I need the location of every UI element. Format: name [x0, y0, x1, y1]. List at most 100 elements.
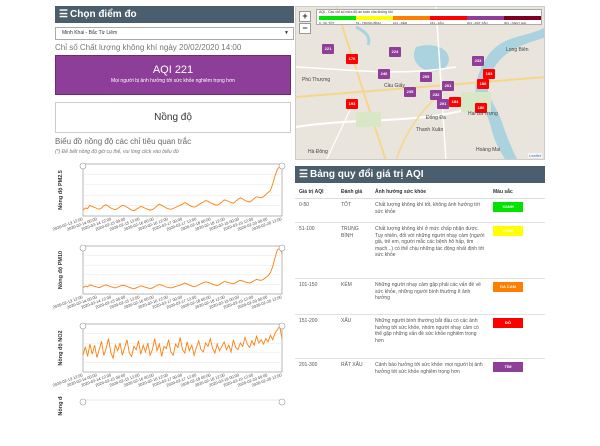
range-handle-left[interactable]	[79, 322, 87, 330]
chevron-down-icon: ▼	[284, 30, 289, 36]
chart-section-title: Biểu đồ nồng độ các chỉ tiêu quan trắc	[55, 137, 192, 146]
health-effect-cell: Cảnh báo hưởng tới sức khỏe: mọi người b…	[371, 358, 489, 389]
map-legend: AQI - Các chỉ số mức độ an toàn của khôn…	[316, 9, 542, 25]
station-marker[interactable]: 201	[437, 99, 449, 109]
choose-station-title: Chọn điểm đo	[70, 9, 137, 20]
color-chip: XANH	[493, 202, 523, 212]
table-header-row: Giá trị AQI Đánh giá Ảnh hưởng sức khỏe …	[295, 186, 545, 199]
chart-frame	[82, 163, 283, 217]
zoom-out-button[interactable]: −	[299, 23, 311, 34]
menu-icon: ☰	[299, 169, 308, 180]
range-handle-left[interactable]	[79, 398, 87, 406]
legend-label: 101 - KÉM	[393, 21, 408, 25]
station-marker[interactable]: 235	[404, 87, 416, 97]
range-handle-left[interactable]	[79, 244, 87, 252]
aqi-index-title: Chỉ số Chất lượng không khí ngày 20/02/2…	[55, 43, 242, 52]
range-handle-right[interactable]	[278, 162, 286, 170]
chart-ylabel: Nồng độ PM10	[58, 251, 64, 289]
color-cell: TÍM	[489, 358, 545, 389]
color-chip: ĐỎ	[493, 318, 523, 328]
color-cell: DA CAM	[489, 278, 545, 315]
station-marker[interactable]: 186	[475, 103, 487, 113]
header-health-effect: Ảnh hưởng sức khỏe	[371, 186, 489, 199]
station-marker[interactable]: 205	[420, 72, 432, 82]
chart-ylabel: Nồng độ O3	[58, 396, 64, 416]
legend-label: 0 - 50: TỐT	[319, 21, 335, 25]
legend-color-bar	[504, 16, 541, 20]
rating-cell: XẤU	[337, 314, 371, 359]
aqi-conversion-table: Giá trị AQI Đánh giá Ảnh hưởng sức khỏe …	[295, 186, 545, 389]
color-chip: TÍM	[493, 362, 523, 372]
leaflet-attribution-link[interactable]: Leaflet	[527, 153, 542, 158]
chart-ylabel: Nồng độ NO2	[58, 330, 64, 365]
station-marker[interactable]: 176	[346, 54, 358, 64]
color-cell: VÀNG	[489, 222, 545, 279]
chart-note: (*) Để biết nồng độ giờ cụ thể, vui lòng…	[55, 149, 179, 155]
aqi-table-body: 0-50 TỐT Chất lượng không khí tốt, không ả…	[295, 198, 545, 389]
station-marker[interactable]: 232	[430, 90, 442, 100]
concentration-chart[interactable]: Nồng độ O3	[50, 396, 290, 446]
station-marker[interactable]: 184	[449, 97, 461, 107]
rating-cell: RẤT XẤU	[337, 358, 371, 389]
legend-label: 51 - TRUNG BÌNH	[356, 21, 381, 25]
zoom-in-button[interactable]: +	[299, 11, 311, 22]
map-place-label: Phú Thượng	[302, 77, 331, 83]
map-legend-title: AQI - Các chỉ số mức độ an toàn của khôn…	[319, 10, 393, 14]
station-marker[interactable]: 188	[477, 79, 489, 89]
map-place-label: Cầu Giấy	[384, 83, 405, 89]
map-place-label: Hoàng Mai	[476, 147, 501, 153]
range-handle-left[interactable]	[79, 162, 87, 170]
rating-cell: TỐT	[337, 198, 371, 223]
aqi-value: AQI 221	[152, 64, 194, 76]
range-handle-right[interactable]	[278, 398, 286, 406]
map-place-label: Long Biên	[506, 47, 529, 53]
range-handle-right[interactable]	[278, 322, 286, 330]
rating-cell: KÉM	[337, 278, 371, 315]
station-select-value: Minh Khai - Bắc Từ Liêm	[62, 30, 118, 36]
legend-label: 301 - NGUY HẠI	[504, 21, 527, 25]
table-row: 51-100 TRUNG BÌNH Chất lượng không khí ở m…	[295, 222, 545, 279]
chart-series-line	[82, 165, 283, 212]
station-marker[interactable]: 224	[389, 47, 401, 57]
health-effect-cell: Chất lượng không khí ở mức chấp nhận đượ…	[371, 222, 489, 279]
chart-series-line	[82, 247, 283, 290]
aqi-table-title: Bảng quy đổi giá trị AQI	[310, 169, 424, 180]
legend-color-bar	[393, 16, 430, 20]
header-aqi-value: Giá trị AQI	[295, 186, 337, 199]
rating-cell: TRUNG BÌNH	[337, 222, 371, 279]
aqi-table-header: ☰ Bảng quy đổi giá trị AQI	[295, 166, 545, 183]
range-handle-right[interactable]	[278, 244, 286, 252]
table-row: 201-300 RẤT XẤU Cảnh báo hưởng tới sức khỏ…	[295, 358, 545, 389]
health-effect-cell: Chất lượng không khí tốt, không ảnh hưởn…	[371, 198, 489, 223]
color-cell: XANH	[489, 198, 545, 223]
color-chip: VÀNG	[493, 226, 523, 236]
aqi-range-cell: 0-50	[295, 198, 337, 223]
header-rating: Đánh giá	[337, 186, 371, 199]
station-select[interactable]: Minh Khai - Bắc Từ Liêm ▼	[55, 27, 294, 40]
menu-icon: ☰	[59, 9, 68, 20]
legend-color-bar	[430, 16, 467, 20]
map-place-label: Hai Bà Trưng	[468, 111, 498, 117]
legend-color-bar	[356, 16, 393, 20]
legend-label: 151 - XẤU	[430, 21, 444, 25]
station-marker[interactable]: 233	[472, 56, 484, 66]
chart-series-line	[82, 325, 283, 360]
station-marker[interactable]: 246	[378, 69, 390, 79]
station-marker[interactable]: 201	[442, 81, 454, 91]
aqi-map[interactable]: AQI - Các chỉ số mức độ an toàn của khôn…	[295, 6, 545, 160]
concentration-button[interactable]: Nồng độ	[55, 102, 291, 133]
aqi-range-cell: 151-200	[295, 314, 337, 359]
table-row: 101-150 KÉM Những người nhạy cảm gặp phải …	[295, 278, 545, 315]
station-marker[interactable]: 221	[322, 44, 334, 54]
station-marker[interactable]: 183	[483, 69, 495, 79]
legend-color-bar	[319, 16, 356, 20]
health-effect-cell: Những người bình thường bắt đầu có các ả…	[371, 314, 489, 359]
aqi-range-cell: 101-150	[295, 278, 337, 315]
chart-frame	[82, 245, 283, 295]
color-chip: DA CAM	[493, 282, 523, 292]
aqi-range-cell: 51-100	[295, 222, 337, 279]
station-marker[interactable]: 193	[346, 99, 358, 109]
